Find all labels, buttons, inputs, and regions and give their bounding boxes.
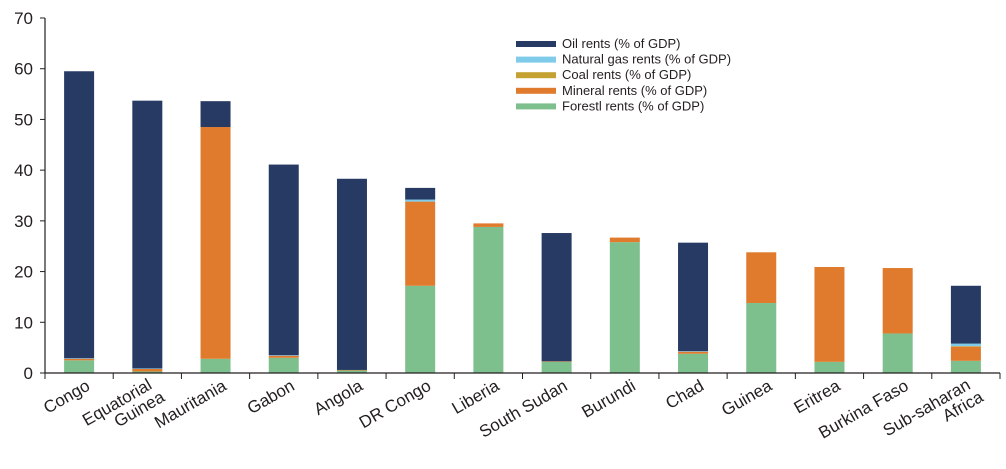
bar-segment bbox=[678, 351, 709, 352]
bar-segment bbox=[678, 351, 709, 354]
bar-segment bbox=[132, 368, 163, 372]
bar-segment bbox=[268, 355, 299, 358]
bar-segment bbox=[950, 360, 981, 373]
bar-segment bbox=[814, 267, 845, 362]
bar-segment bbox=[336, 369, 367, 371]
bars bbox=[64, 71, 981, 373]
x-tick-label: DR Congo bbox=[356, 376, 434, 432]
bar-segment bbox=[678, 242, 709, 352]
bar-segment bbox=[473, 226, 504, 373]
x-tick-label: Guinea bbox=[718, 376, 775, 420]
bar-segment bbox=[882, 333, 913, 373]
x-tick-label: Chad bbox=[662, 376, 707, 413]
x-tick-label: Burundi bbox=[579, 376, 639, 422]
bar-segment bbox=[268, 355, 299, 356]
bar-segment bbox=[268, 357, 299, 373]
legend: Oil rents (% of GDP)Natural gas rents (%… bbox=[508, 30, 774, 120]
y-axis: 0 10 20 30 40 50 60 70 bbox=[14, 9, 46, 383]
y-tick-label: 50 bbox=[14, 110, 33, 129]
y-tick-label: 40 bbox=[14, 161, 33, 180]
legend-label: Mineral rents (% of GDP) bbox=[562, 83, 707, 98]
bar-segment bbox=[746, 303, 777, 373]
x-tick-label: Eritrea bbox=[791, 376, 844, 418]
bar-segment bbox=[336, 370, 367, 373]
bar-segment bbox=[132, 100, 163, 369]
bar-segment bbox=[950, 346, 981, 347]
y-tick-label: 30 bbox=[14, 212, 33, 231]
x-tick-label: Liberia bbox=[449, 376, 503, 418]
bar-segment bbox=[950, 343, 981, 347]
bar-segment bbox=[268, 164, 299, 356]
bar-segment bbox=[64, 358, 95, 359]
legend-swatch bbox=[516, 103, 556, 110]
legend-label: Oil rents (% of GDP) bbox=[562, 36, 680, 51]
bar-segment bbox=[200, 358, 231, 373]
bar-segment bbox=[541, 361, 572, 362]
bar-segment bbox=[132, 371, 163, 373]
y-tick-label: 60 bbox=[14, 60, 33, 79]
bar-segment bbox=[200, 127, 231, 359]
x-tick-label: Angola bbox=[311, 376, 367, 419]
x-tick-label: Gabon bbox=[244, 376, 298, 418]
legend-swatch bbox=[516, 56, 556, 63]
bar-segment bbox=[609, 237, 640, 243]
bar-segment bbox=[814, 361, 845, 373]
y-tick-label: 0 bbox=[24, 364, 33, 383]
bar-segment bbox=[882, 268, 913, 334]
legend-label: Natural gas rents (% of GDP) bbox=[562, 52, 731, 67]
bar-segment bbox=[64, 358, 95, 361]
bar-segment bbox=[405, 199, 436, 202]
bar-segment bbox=[336, 178, 367, 370]
y-tick-label: 70 bbox=[14, 9, 33, 28]
bar-segment bbox=[541, 233, 572, 362]
legend-label: Forestl rents (% of GDP) bbox=[562, 98, 704, 113]
bar-segment bbox=[950, 346, 981, 361]
legend-label: Coal rents (% of GDP) bbox=[562, 67, 691, 82]
legend-swatch bbox=[516, 41, 556, 47]
bar-segment bbox=[950, 285, 981, 344]
bar-segment bbox=[200, 101, 231, 128]
bar-segment bbox=[405, 285, 436, 373]
bar-segment bbox=[405, 187, 436, 200]
bar-segment bbox=[132, 368, 163, 369]
y-tick-label: 10 bbox=[14, 313, 33, 332]
bar-segment bbox=[64, 360, 95, 373]
bar-segment bbox=[473, 223, 504, 227]
bar-segment bbox=[405, 201, 436, 286]
legend-swatch bbox=[516, 87, 556, 94]
bar-segment bbox=[746, 252, 777, 304]
legend-swatch bbox=[516, 72, 556, 79]
bar-segment bbox=[541, 361, 572, 373]
x-tick-label: EquatorialGuinea bbox=[79, 372, 168, 444]
y-tick-label: 20 bbox=[14, 263, 33, 282]
bar-segment bbox=[609, 242, 640, 373]
bar-segment bbox=[64, 71, 95, 359]
bar-segment bbox=[678, 353, 709, 373]
